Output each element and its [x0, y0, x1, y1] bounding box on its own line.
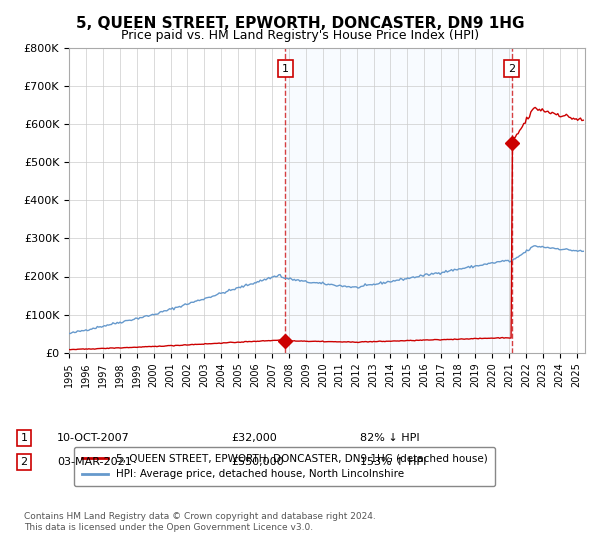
Text: 1: 1	[282, 64, 289, 73]
Text: 153% ↑ HPI: 153% ↑ HPI	[360, 457, 427, 467]
Text: Contains HM Land Registry data © Crown copyright and database right 2024.
This d: Contains HM Land Registry data © Crown c…	[24, 512, 376, 532]
Text: Price paid vs. HM Land Registry's House Price Index (HPI): Price paid vs. HM Land Registry's House …	[121, 29, 479, 42]
Bar	[285, 48, 512, 353]
Text: 82% ↓ HPI: 82% ↓ HPI	[360, 433, 419, 443]
Text: 1: 1	[20, 433, 28, 443]
Text: 5, QUEEN STREET, EPWORTH, DONCASTER, DN9 1HG: 5, QUEEN STREET, EPWORTH, DONCASTER, DN9…	[76, 16, 524, 31]
Text: 03-MAR-2021: 03-MAR-2021	[57, 457, 132, 467]
Text: £550,000: £550,000	[231, 457, 284, 467]
Text: £32,000: £32,000	[231, 433, 277, 443]
Text: 10-OCT-2007: 10-OCT-2007	[57, 433, 130, 443]
Text: 2: 2	[20, 457, 28, 467]
Legend: 5, QUEEN STREET, EPWORTH, DONCASTER, DN9 1HG (detached house), HPI: Average pric: 5, QUEEN STREET, EPWORTH, DONCASTER, DN9…	[74, 447, 495, 487]
Text: 2: 2	[508, 64, 515, 73]
